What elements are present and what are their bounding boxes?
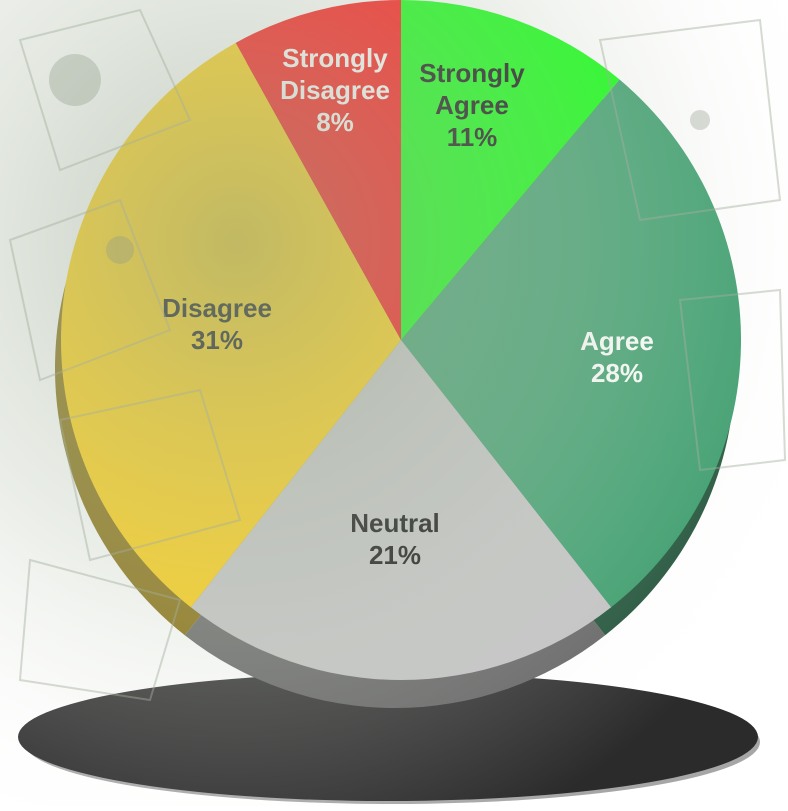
chart-stage: StronglyAgree11%Agree28%Neutral21%Disagr… (0, 0, 788, 806)
background-texture (0, 0, 788, 806)
